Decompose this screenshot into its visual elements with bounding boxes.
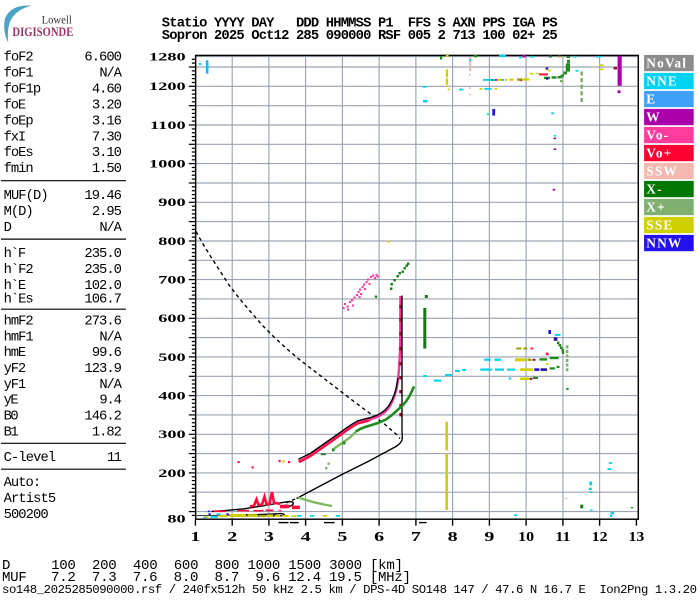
svg-text:300: 300	[158, 428, 186, 441]
svg-text:1.82: 1.82	[92, 425, 122, 440]
svg-text:6: 6	[374, 529, 384, 544]
svg-text:235.0: 235.0	[84, 263, 121, 278]
svg-text:2.95: 2.95	[92, 205, 122, 220]
svg-text:1.50: 1.50	[92, 162, 122, 177]
svg-text:500: 500	[158, 351, 186, 364]
svg-text:Sopron 2025 Oct12 285 090000 R: Sopron 2025 Oct12 285 090000 RSF 005 2 7…	[162, 29, 558, 44]
svg-text:SSE: SSE	[646, 218, 673, 233]
svg-text:1200: 1200	[149, 80, 186, 93]
svg-text:hmF2: hmF2	[4, 314, 34, 330]
svg-text:SSW: SSW	[646, 164, 678, 179]
svg-text:900: 900	[158, 196, 186, 209]
svg-text:h`F: h`F	[4, 246, 27, 262]
svg-text:Lowell: Lowell	[42, 15, 72, 27]
svg-text:2: 2	[227, 529, 237, 544]
svg-text:13: 13	[628, 530, 644, 545]
svg-text:11: 11	[107, 451, 122, 466]
svg-text:9: 9	[484, 529, 494, 544]
svg-text:235.0: 235.0	[84, 247, 121, 262]
svg-text:MUF(D): MUF(D)	[4, 188, 49, 204]
svg-text:6.600: 6.600	[84, 51, 121, 66]
svg-text:MUF 7.2 7.3 7.6 8.0 8.7: MUF 7.2 7.3 7.6 8.0 8.7 9.6 12.4 19.5 [M…	[2, 570, 411, 586]
svg-text:7.30: 7.30	[92, 130, 122, 145]
svg-text:1: 1	[190, 529, 200, 544]
svg-text:so148_2025285090000.rsf / 240f: so148_2025285090000.rsf / 240fx512h 50 k…	[2, 583, 697, 597]
svg-text:7: 7	[411, 529, 421, 544]
svg-text:W: W	[646, 110, 661, 125]
svg-text:foF2: foF2	[4, 50, 34, 66]
svg-text:800: 800	[158, 235, 186, 248]
svg-text:9.4: 9.4	[99, 394, 121, 409]
svg-text:foF1: foF1	[4, 65, 34, 81]
svg-text:1280: 1280	[149, 51, 186, 64]
svg-text:Statio YYYY DAY DDD HHMMSS P: Statio YYYY DAY DDD HHMMSS P1 FFS S AXN …	[162, 15, 558, 31]
svg-text:M(D): M(D)	[4, 204, 34, 220]
svg-text:1100: 1100	[150, 119, 186, 132]
svg-text:8: 8	[448, 529, 458, 544]
svg-text:N/A: N/A	[99, 220, 122, 236]
svg-text:NNW: NNW	[646, 236, 682, 251]
svg-text:Artist5: Artist5	[4, 491, 57, 507]
svg-text:600: 600	[158, 312, 186, 325]
svg-text:DIGISONDE: DIGISONDE	[12, 25, 73, 39]
svg-text:4: 4	[301, 529, 311, 544]
svg-text:700: 700	[158, 274, 186, 287]
svg-text:yF2: yF2	[4, 362, 27, 377]
svg-text:N/A: N/A	[99, 65, 122, 81]
svg-text:E: E	[646, 92, 656, 107]
svg-text:C-level: C-level	[4, 450, 57, 466]
svg-text:12: 12	[592, 530, 608, 545]
svg-text:99.6: 99.6	[92, 346, 122, 361]
svg-text:106.7: 106.7	[84, 292, 121, 307]
svg-text:NoVal: NoVal	[646, 56, 687, 71]
svg-text:h`F2: h`F2	[4, 262, 34, 278]
svg-text:fxI: fxI	[4, 129, 27, 145]
svg-text:yF1: yF1	[4, 378, 27, 393]
svg-text:146.2: 146.2	[84, 410, 121, 425]
svg-text:h`Es: h`Es	[4, 291, 34, 307]
svg-text:3: 3	[264, 529, 274, 544]
svg-text:102.0: 102.0	[84, 279, 121, 294]
svg-text:N/A: N/A	[99, 377, 122, 393]
svg-text:10: 10	[518, 530, 534, 545]
svg-text:fmin: fmin	[4, 161, 34, 177]
svg-text:yE: yE	[4, 394, 19, 409]
svg-text:foEp: foEp	[4, 113, 34, 129]
svg-text:Vo+: Vo+	[646, 146, 672, 161]
svg-text:Auto:: Auto:	[4, 476, 42, 491]
svg-text:NNE: NNE	[646, 74, 678, 89]
svg-text:foEs: foEs	[4, 145, 34, 161]
svg-text:D 100 200 400 600 800: D 100 200 400 600 800 1000 1500 3000 [km…	[2, 558, 403, 574]
svg-text:Vo-: Vo-	[646, 128, 669, 143]
svg-text:hmE: hmE	[4, 345, 27, 361]
svg-text:3.20: 3.20	[92, 98, 122, 113]
svg-text:3.16: 3.16	[92, 114, 122, 129]
svg-text:B1: B1	[4, 425, 19, 440]
svg-text:foE: foE	[4, 97, 27, 113]
svg-text:3.10: 3.10	[92, 146, 122, 161]
svg-text:11: 11	[555, 530, 570, 545]
svg-text:X-: X-	[646, 182, 662, 197]
svg-text:5: 5	[337, 529, 347, 544]
svg-text:D: D	[4, 221, 12, 236]
svg-text:19.46: 19.46	[84, 189, 121, 204]
svg-text:500200: 500200	[4, 508, 49, 523]
svg-text:h`E: h`E	[4, 278, 27, 294]
svg-text:4.60: 4.60	[92, 82, 122, 97]
svg-text:123.9: 123.9	[84, 362, 121, 377]
svg-text:80: 80	[167, 512, 186, 525]
svg-text:273.6: 273.6	[84, 315, 121, 330]
svg-text:200: 200	[158, 467, 186, 480]
svg-text:N/A: N/A	[99, 329, 122, 345]
svg-text:X+: X+	[646, 200, 666, 215]
svg-text:B0: B0	[4, 410, 19, 425]
svg-text:foF1p: foF1p	[4, 81, 42, 97]
svg-text:hmF1: hmF1	[4, 329, 34, 345]
svg-text:1000: 1000	[149, 158, 186, 171]
svg-text:400: 400	[158, 390, 186, 403]
